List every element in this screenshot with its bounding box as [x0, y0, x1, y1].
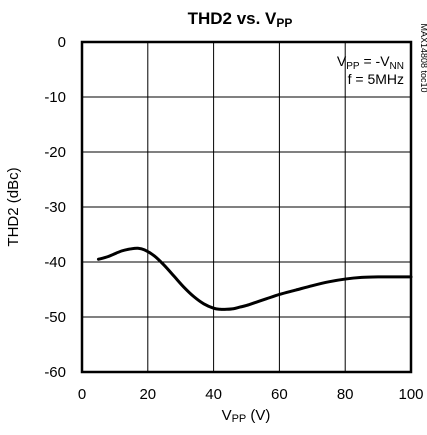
x-tick-label: 20 [139, 386, 156, 403]
y-tick-label: -30 [44, 199, 66, 216]
x-label-main: V [222, 407, 232, 424]
series-line [96, 246, 413, 311]
x-tick-label: 40 [205, 386, 222, 403]
y-tick-label: 0 [58, 34, 66, 51]
x-tick-label: 0 [78, 386, 86, 403]
grid-lines [82, 42, 411, 372]
x-tick-label: 60 [271, 386, 288, 403]
annotation-vpp-vnn: VPP = -VNN [337, 53, 404, 72]
y-tick-label: -60 [44, 364, 66, 381]
y-tick-label: -40 [44, 254, 66, 271]
x-label-sub: PP [232, 413, 247, 425]
y-tick-label: -20 [44, 144, 66, 161]
anno-pp: PP [346, 61, 360, 72]
y-axis-label: THD2 (dBc) [5, 167, 22, 246]
x-tick-label: 80 [337, 386, 354, 403]
x-tick-label: 100 [398, 386, 423, 403]
y-tick-label: -10 [44, 89, 66, 106]
x-axis-label: VPP (V) [222, 407, 271, 425]
title-main: THD2 vs. V [188, 9, 277, 28]
y-tick-label: -50 [44, 309, 66, 326]
annotation-frequency: f = 5MHz [348, 71, 404, 87]
title-sub: PP [276, 16, 292, 30]
plot-frame [80, 40, 413, 374]
x-tick-labels: 0 20 40 60 80 100 [78, 386, 424, 403]
anno-nn: NN [390, 61, 404, 72]
anno-v: V [337, 53, 347, 69]
anno-eq: = -V [360, 53, 391, 69]
x-label-rest: (V) [246, 407, 270, 424]
chart-title: THD2 vs. VPP [188, 9, 293, 30]
watermark: MAX14808 toc10 [419, 23, 427, 92]
y-tick-labels: 0 -10 -20 -30 -40 -50 -60 [44, 34, 66, 381]
